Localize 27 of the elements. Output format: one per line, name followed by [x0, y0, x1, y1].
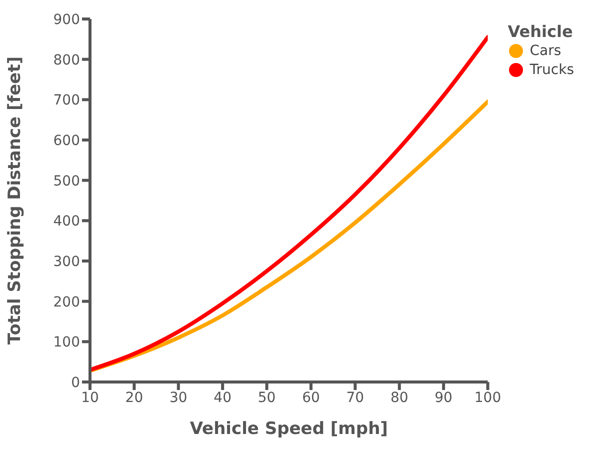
y-tick-label: 900 — [53, 12, 80, 28]
y-tick-label: 700 — [53, 92, 80, 109]
legend-label: Trucks — [530, 62, 574, 78]
x-tick-label: 90 — [434, 390, 452, 406]
line-series — [90, 100, 488, 373]
x-tick-label: 20 — [125, 390, 144, 406]
y-tick-label: 400 — [53, 214, 80, 230]
line-series — [90, 35, 488, 372]
x-tick-label: 80 — [390, 390, 408, 406]
x-tick-label: 100 — [474, 390, 502, 406]
y-tick-label: 200 — [53, 294, 80, 310]
y-axis-title: Total Stopping Distance [feet] — [5, 56, 26, 345]
x-tick-label: 70 — [346, 390, 364, 406]
legend-title: Vehicle — [508, 22, 574, 41]
y-tick-label: 600 — [53, 132, 80, 149]
x-tick-label: 50 — [258, 390, 276, 406]
y-tick-label: 500 — [53, 173, 80, 190]
y-tick-label: 800 — [53, 52, 80, 68]
y-tick-label: 300 — [53, 254, 80, 270]
x-tick-label: 60 — [302, 390, 320, 406]
x-tick-label: 10 — [81, 390, 99, 406]
x-tick-label: 40 — [214, 390, 232, 406]
y-tick-label: 0 — [71, 374, 80, 391]
x-tick-label: 30 — [169, 390, 188, 406]
legend-label: Cars — [530, 43, 562, 59]
x-axis-title: Vehicle Speed [mph] — [190, 419, 388, 439]
y-tick-label: 100 — [53, 334, 80, 351]
